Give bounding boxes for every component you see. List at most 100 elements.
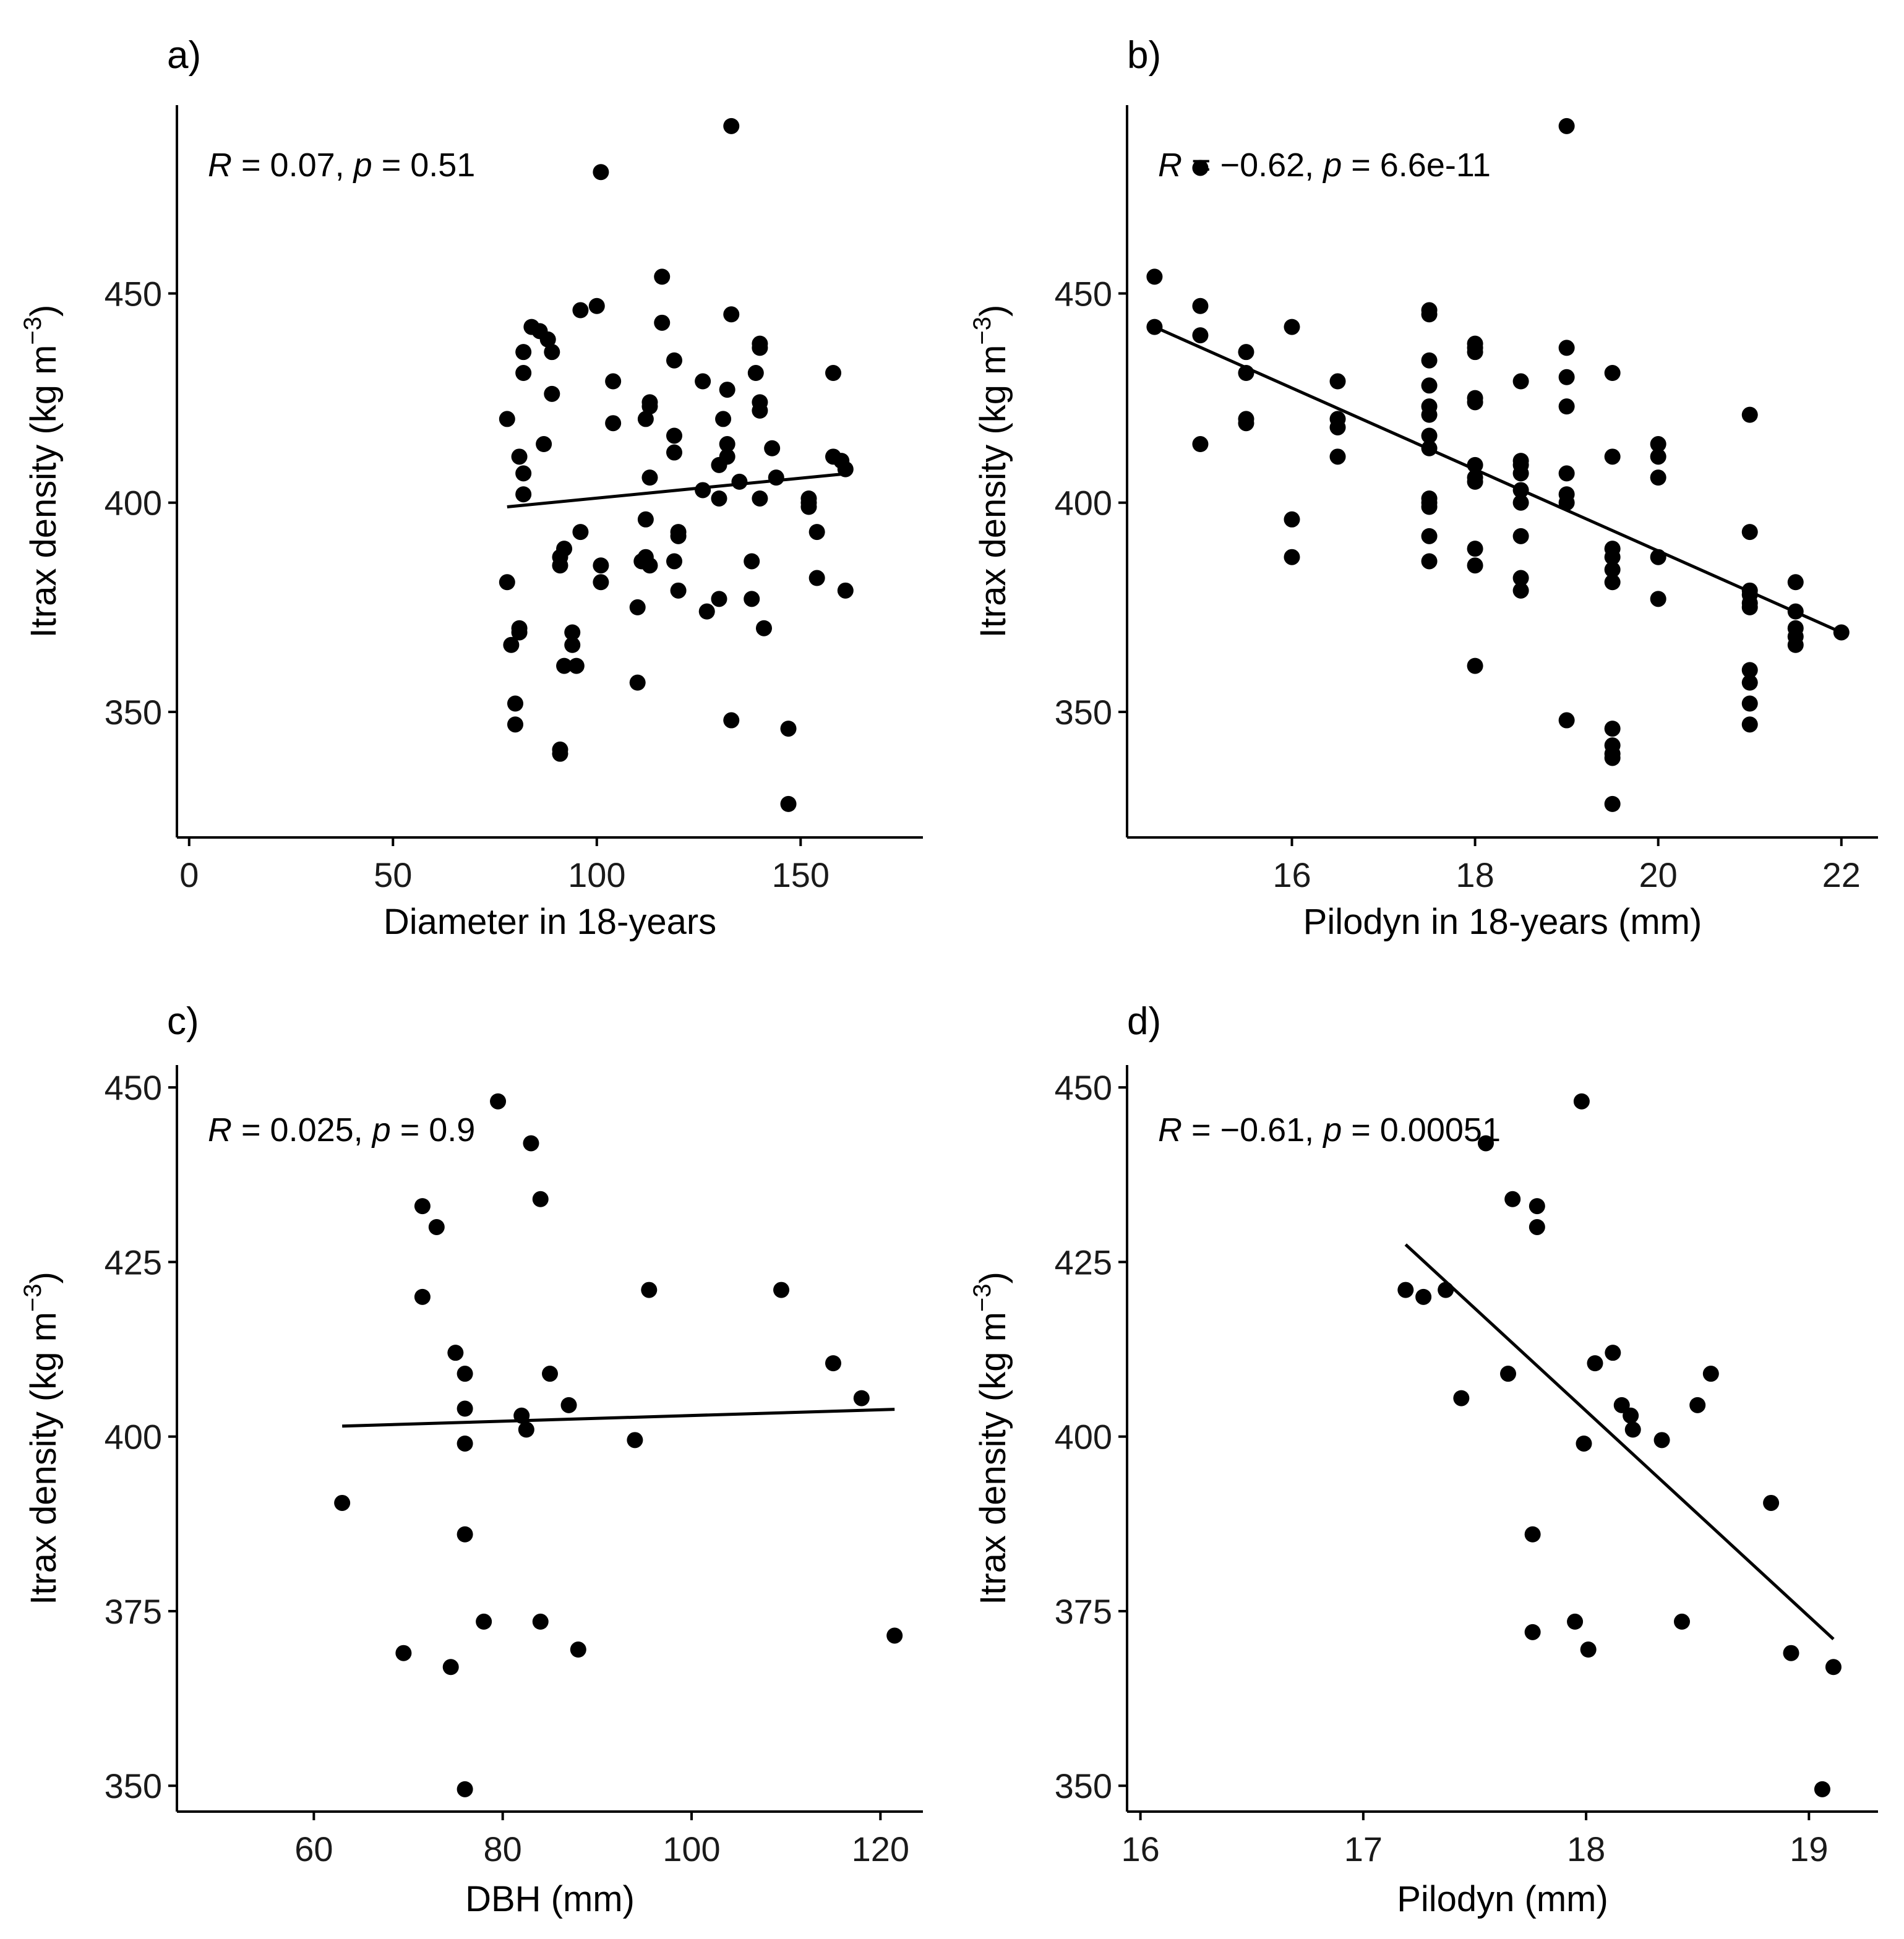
- data-point: [1587, 1355, 1603, 1372]
- data-point: [1689, 1397, 1706, 1413]
- data-point: [744, 553, 760, 570]
- data-point: [1613, 1397, 1630, 1413]
- annotation-p-value: = 0.9: [391, 1111, 476, 1149]
- y-tick-label: 425: [105, 1243, 162, 1282]
- data-point: [1467, 541, 1483, 557]
- data-point: [747, 365, 764, 382]
- data-point: [723, 306, 740, 323]
- data-point: [1653, 1432, 1670, 1449]
- data-point: [666, 427, 682, 444]
- data-point: [457, 1435, 473, 1452]
- data-point: [564, 636, 581, 653]
- data-point: [780, 721, 797, 737]
- data-point: [768, 469, 784, 486]
- y-tick-label: 350: [1055, 693, 1112, 732]
- data-point: [1512, 465, 1529, 482]
- data-point: [1421, 499, 1438, 515]
- correlation-annotation: R = 0.07, p = 0.51: [208, 147, 475, 184]
- data-point: [507, 695, 523, 712]
- data-point: [518, 1421, 534, 1438]
- data-point: [1833, 624, 1850, 641]
- panel-c: c) 350 375 400 425 450 60 80 100 120 DBH (mm) Itrax…: [19, 1000, 923, 1919]
- x-tick-label: 16: [1121, 1830, 1159, 1868]
- annotation-p-symbol: p: [1322, 147, 1342, 184]
- data-point: [556, 541, 573, 557]
- data-point: [1650, 436, 1666, 453]
- data-point: [1467, 557, 1483, 574]
- panel-label: b): [1127, 34, 1161, 77]
- x-axis-title: Pilodyn (mm): [1397, 1879, 1608, 1919]
- annotation-r-value: = 0.07,: [232, 147, 354, 184]
- y-tick-label: 375: [1055, 1592, 1112, 1631]
- x-tick-label: 17: [1344, 1830, 1383, 1868]
- data-point: [780, 795, 797, 812]
- data-point: [1467, 657, 1483, 674]
- data-point: [837, 582, 854, 599]
- data-point: [1504, 1191, 1521, 1207]
- annotation-p-value: = 0.51: [372, 147, 476, 184]
- y-axis-title: Itrax density (kg m−3): [19, 1272, 64, 1605]
- x-tick-label: 100: [568, 855, 625, 894]
- data-point: [1284, 511, 1300, 528]
- data-point: [1558, 340, 1575, 356]
- data-point: [1329, 419, 1346, 435]
- data-point: [457, 1366, 473, 1382]
- data-point: [515, 486, 532, 503]
- data-point: [568, 657, 585, 674]
- data-point: [1146, 268, 1163, 285]
- data-point: [627, 1432, 643, 1449]
- data-point: [511, 620, 528, 636]
- data-point: [1192, 436, 1209, 453]
- y-tick-label: 350: [105, 693, 162, 732]
- y-axis-title: Itrax density (kg m−3): [969, 1272, 1013, 1605]
- data-point: [666, 444, 682, 461]
- data-point: [1567, 1613, 1584, 1630]
- data-point: [1284, 549, 1300, 565]
- data-point: [544, 385, 560, 402]
- data-point: [1438, 1282, 1454, 1298]
- data-point: [1238, 415, 1254, 432]
- data-point: [532, 1191, 549, 1207]
- regression-line: [342, 1408, 895, 1428]
- data-point: [1741, 674, 1758, 691]
- data-point: [641, 469, 658, 486]
- data-point: [1192, 160, 1209, 176]
- data-point: [1604, 750, 1621, 766]
- correlation-annotation: R = −0.61, p = 0.00051: [1158, 1111, 1501, 1149]
- data-point: [1524, 1624, 1541, 1640]
- panel-label: d): [1127, 1000, 1161, 1043]
- data-point: [572, 524, 589, 541]
- data-point: [1650, 448, 1666, 465]
- data-point: [1741, 599, 1758, 615]
- data-point: [715, 411, 732, 427]
- data-point: [1673, 1613, 1690, 1630]
- data-point: [588, 297, 605, 314]
- x-axis-title: DBH (mm): [465, 1879, 635, 1919]
- data-point: [711, 490, 727, 507]
- data-point: [428, 1218, 445, 1235]
- data-point: [539, 331, 556, 348]
- y-axis-title-superscript: −3: [969, 317, 996, 345]
- y-axis-title-close: ): [24, 1272, 64, 1283]
- data-point: [764, 440, 781, 456]
- data-point: [1477, 1135, 1494, 1152]
- data-point: [1467, 344, 1483, 361]
- data-point: [637, 511, 654, 528]
- data-point: [447, 1345, 464, 1361]
- data-point: [457, 1526, 473, 1543]
- data-point: [670, 582, 687, 599]
- data-point: [1529, 1218, 1545, 1235]
- annotation-p-value: = 6.6e-11: [1342, 147, 1491, 184]
- data-point: [1558, 369, 1575, 385]
- data-point: [1512, 582, 1529, 599]
- data-point: [1421, 406, 1438, 423]
- x-tick-label: 20: [1639, 855, 1678, 894]
- annotation-r-value: = −0.61,: [1182, 1111, 1323, 1149]
- data-point: [1623, 1407, 1639, 1424]
- data-point: [637, 411, 654, 427]
- data-point: [414, 1198, 431, 1215]
- data-point: [1604, 561, 1621, 578]
- x-tick-label: 120: [852, 1830, 909, 1868]
- y-tick-label: 400: [105, 484, 162, 523]
